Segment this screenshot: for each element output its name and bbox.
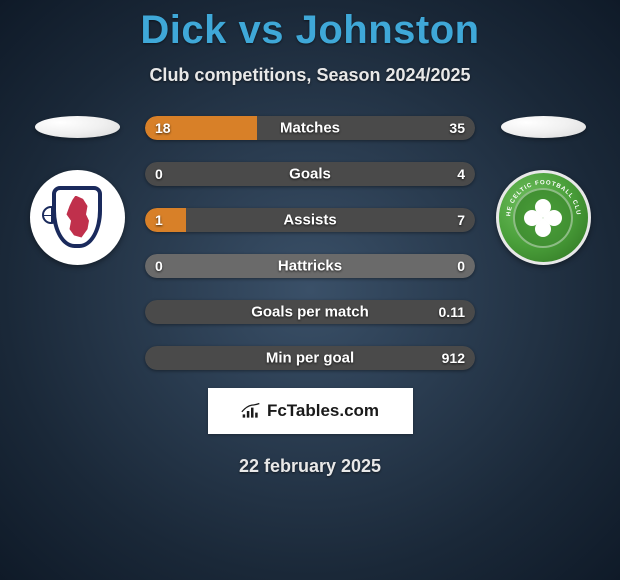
bar-right-value: 0 bbox=[457, 258, 465, 274]
bar-right-value: 4 bbox=[457, 166, 465, 182]
right-ellipse-icon bbox=[501, 116, 586, 138]
bar-label: Goals per match bbox=[251, 304, 369, 321]
stat-bar: 0 Goals 4 bbox=[145, 162, 475, 186]
left-ellipse-icon bbox=[35, 116, 120, 138]
stat-bar: 0 Hattricks 0 bbox=[145, 254, 475, 278]
stat-bar: Goals per match 0.11 bbox=[145, 300, 475, 324]
left-club-badge bbox=[30, 170, 125, 265]
subtitle: Club competitions, Season 2024/2025 bbox=[0, 65, 620, 86]
right-club-badge: THE CELTIC FOOTBALL CLUB bbox=[496, 170, 591, 265]
bar-label: Matches bbox=[280, 120, 340, 137]
left-player-side bbox=[27, 116, 127, 265]
attribution-text: FcTables.com bbox=[267, 401, 379, 421]
right-player-side: THE CELTIC FOOTBALL CLUB bbox=[493, 116, 593, 265]
attribution-box: FcTables.com bbox=[208, 388, 413, 434]
stat-bars: 18 Matches 35 0 Goals 4 1 Assists 7 0 Hattricks 0 Go… bbox=[145, 116, 475, 370]
bar-right-value: 35 bbox=[449, 120, 465, 136]
stat-bar: Min per goal 912 bbox=[145, 346, 475, 370]
chart-icon bbox=[241, 402, 261, 420]
bar-left-fill bbox=[145, 208, 186, 232]
bar-label: Goals bbox=[289, 166, 331, 183]
stat-bar: 18 Matches 35 bbox=[145, 116, 475, 140]
bar-label: Assists bbox=[283, 212, 336, 229]
comparison-content: 18 Matches 35 0 Goals 4 1 Assists 7 0 Hattricks 0 Go… bbox=[0, 116, 620, 370]
bar-left-value: 18 bbox=[155, 120, 171, 136]
stat-bar: 1 Assists 7 bbox=[145, 208, 475, 232]
bar-label: Min per goal bbox=[266, 350, 354, 367]
bar-right-value: 0.11 bbox=[439, 304, 465, 320]
bar-left-value: 0 bbox=[155, 166, 163, 182]
date-text: 22 february 2025 bbox=[0, 456, 620, 477]
bar-left-value: 0 bbox=[155, 258, 163, 274]
bar-label: Hattricks bbox=[278, 258, 342, 275]
bar-left-value: 1 bbox=[155, 212, 163, 228]
bar-right-value: 912 bbox=[442, 350, 465, 366]
clover-icon bbox=[524, 199, 562, 237]
page-title: Dick vs Johnston bbox=[0, 0, 620, 53]
bar-right-value: 7 bbox=[457, 212, 465, 228]
